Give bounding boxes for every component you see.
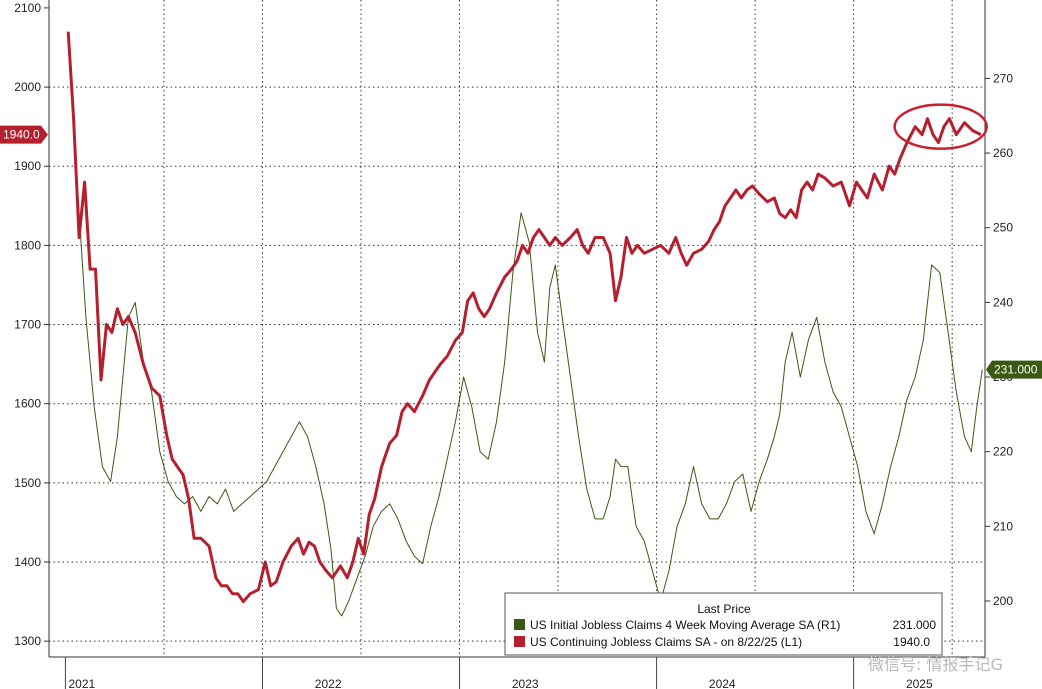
right-tick-label: 270 xyxy=(993,71,1013,85)
left-value-flag xyxy=(0,125,48,144)
left-tick-label: 1600 xyxy=(14,397,41,411)
right-value-flag xyxy=(986,360,1042,379)
right-value-flag-text: 231.000 xyxy=(994,363,1038,377)
right-tick-label: 210 xyxy=(993,519,1013,533)
legend-swatch-initial-claims xyxy=(514,619,525,630)
series-layer xyxy=(66,31,983,617)
left-tick-label: 1300 xyxy=(14,634,41,648)
x-tick-label: 2022 xyxy=(315,677,342,689)
right-tick-label: 200 xyxy=(993,594,1013,608)
left-axis-ticks: 1300 1400 1500 1600 1700 1800 1900 2000 2100 xyxy=(14,1,49,648)
left-tick-label: 2000 xyxy=(14,80,41,94)
last-value-flags: 1940.0 231.000 xyxy=(0,125,1042,379)
left-tick-label: 2100 xyxy=(14,1,41,15)
legend-value-initial-claims: 231.000 xyxy=(893,618,937,632)
grid xyxy=(49,0,985,657)
left-value-flag-text: 1940.0 xyxy=(3,128,40,142)
left-tick-label: 1500 xyxy=(14,476,41,490)
right-tick-label: 250 xyxy=(993,221,1013,235)
x-tick-label: 2021 xyxy=(68,677,95,689)
highlight-circle xyxy=(893,103,988,150)
legend-label-initial-claims: US Initial Jobless Claims 4 Week Moving … xyxy=(530,618,840,632)
right-tick-label: 240 xyxy=(993,295,1013,309)
right-tick-label: 260 xyxy=(993,146,1013,160)
legend-swatch-continuing-claims xyxy=(514,636,525,647)
legend-label-continuing-claims: US Continuing Jobless Claims SA - on 8/2… xyxy=(530,635,802,649)
x-tick-label: 2024 xyxy=(709,677,736,689)
x-tick-label: 2025 xyxy=(906,677,933,689)
right-tick-label: 220 xyxy=(993,445,1013,459)
left-tick-label: 1400 xyxy=(14,555,41,569)
legend-title: Last Price xyxy=(697,602,751,616)
series-line-initial-claims xyxy=(69,63,983,617)
left-tick-label: 1900 xyxy=(14,159,41,173)
right-axis-ticks: 200210220230240250260270 xyxy=(985,71,1013,608)
axes xyxy=(48,0,986,658)
left-tick-label: 1800 xyxy=(14,238,41,252)
x-tick-label: 2023 xyxy=(512,677,539,689)
watermark-text: 微信号: 情报手记G xyxy=(868,655,1003,674)
annotation-layer xyxy=(893,103,988,150)
series-line-continuing-claims xyxy=(66,31,982,604)
legend: Last Price US Initial Jobless Claims 4 W… xyxy=(504,592,943,656)
x-axis-ticks: 2021 2022 2023 2024 2025 xyxy=(64,657,933,689)
left-tick-label: 1700 xyxy=(14,318,41,332)
legend-box xyxy=(504,592,943,656)
legend-value-continuing-claims: 1940.0 xyxy=(893,635,930,649)
